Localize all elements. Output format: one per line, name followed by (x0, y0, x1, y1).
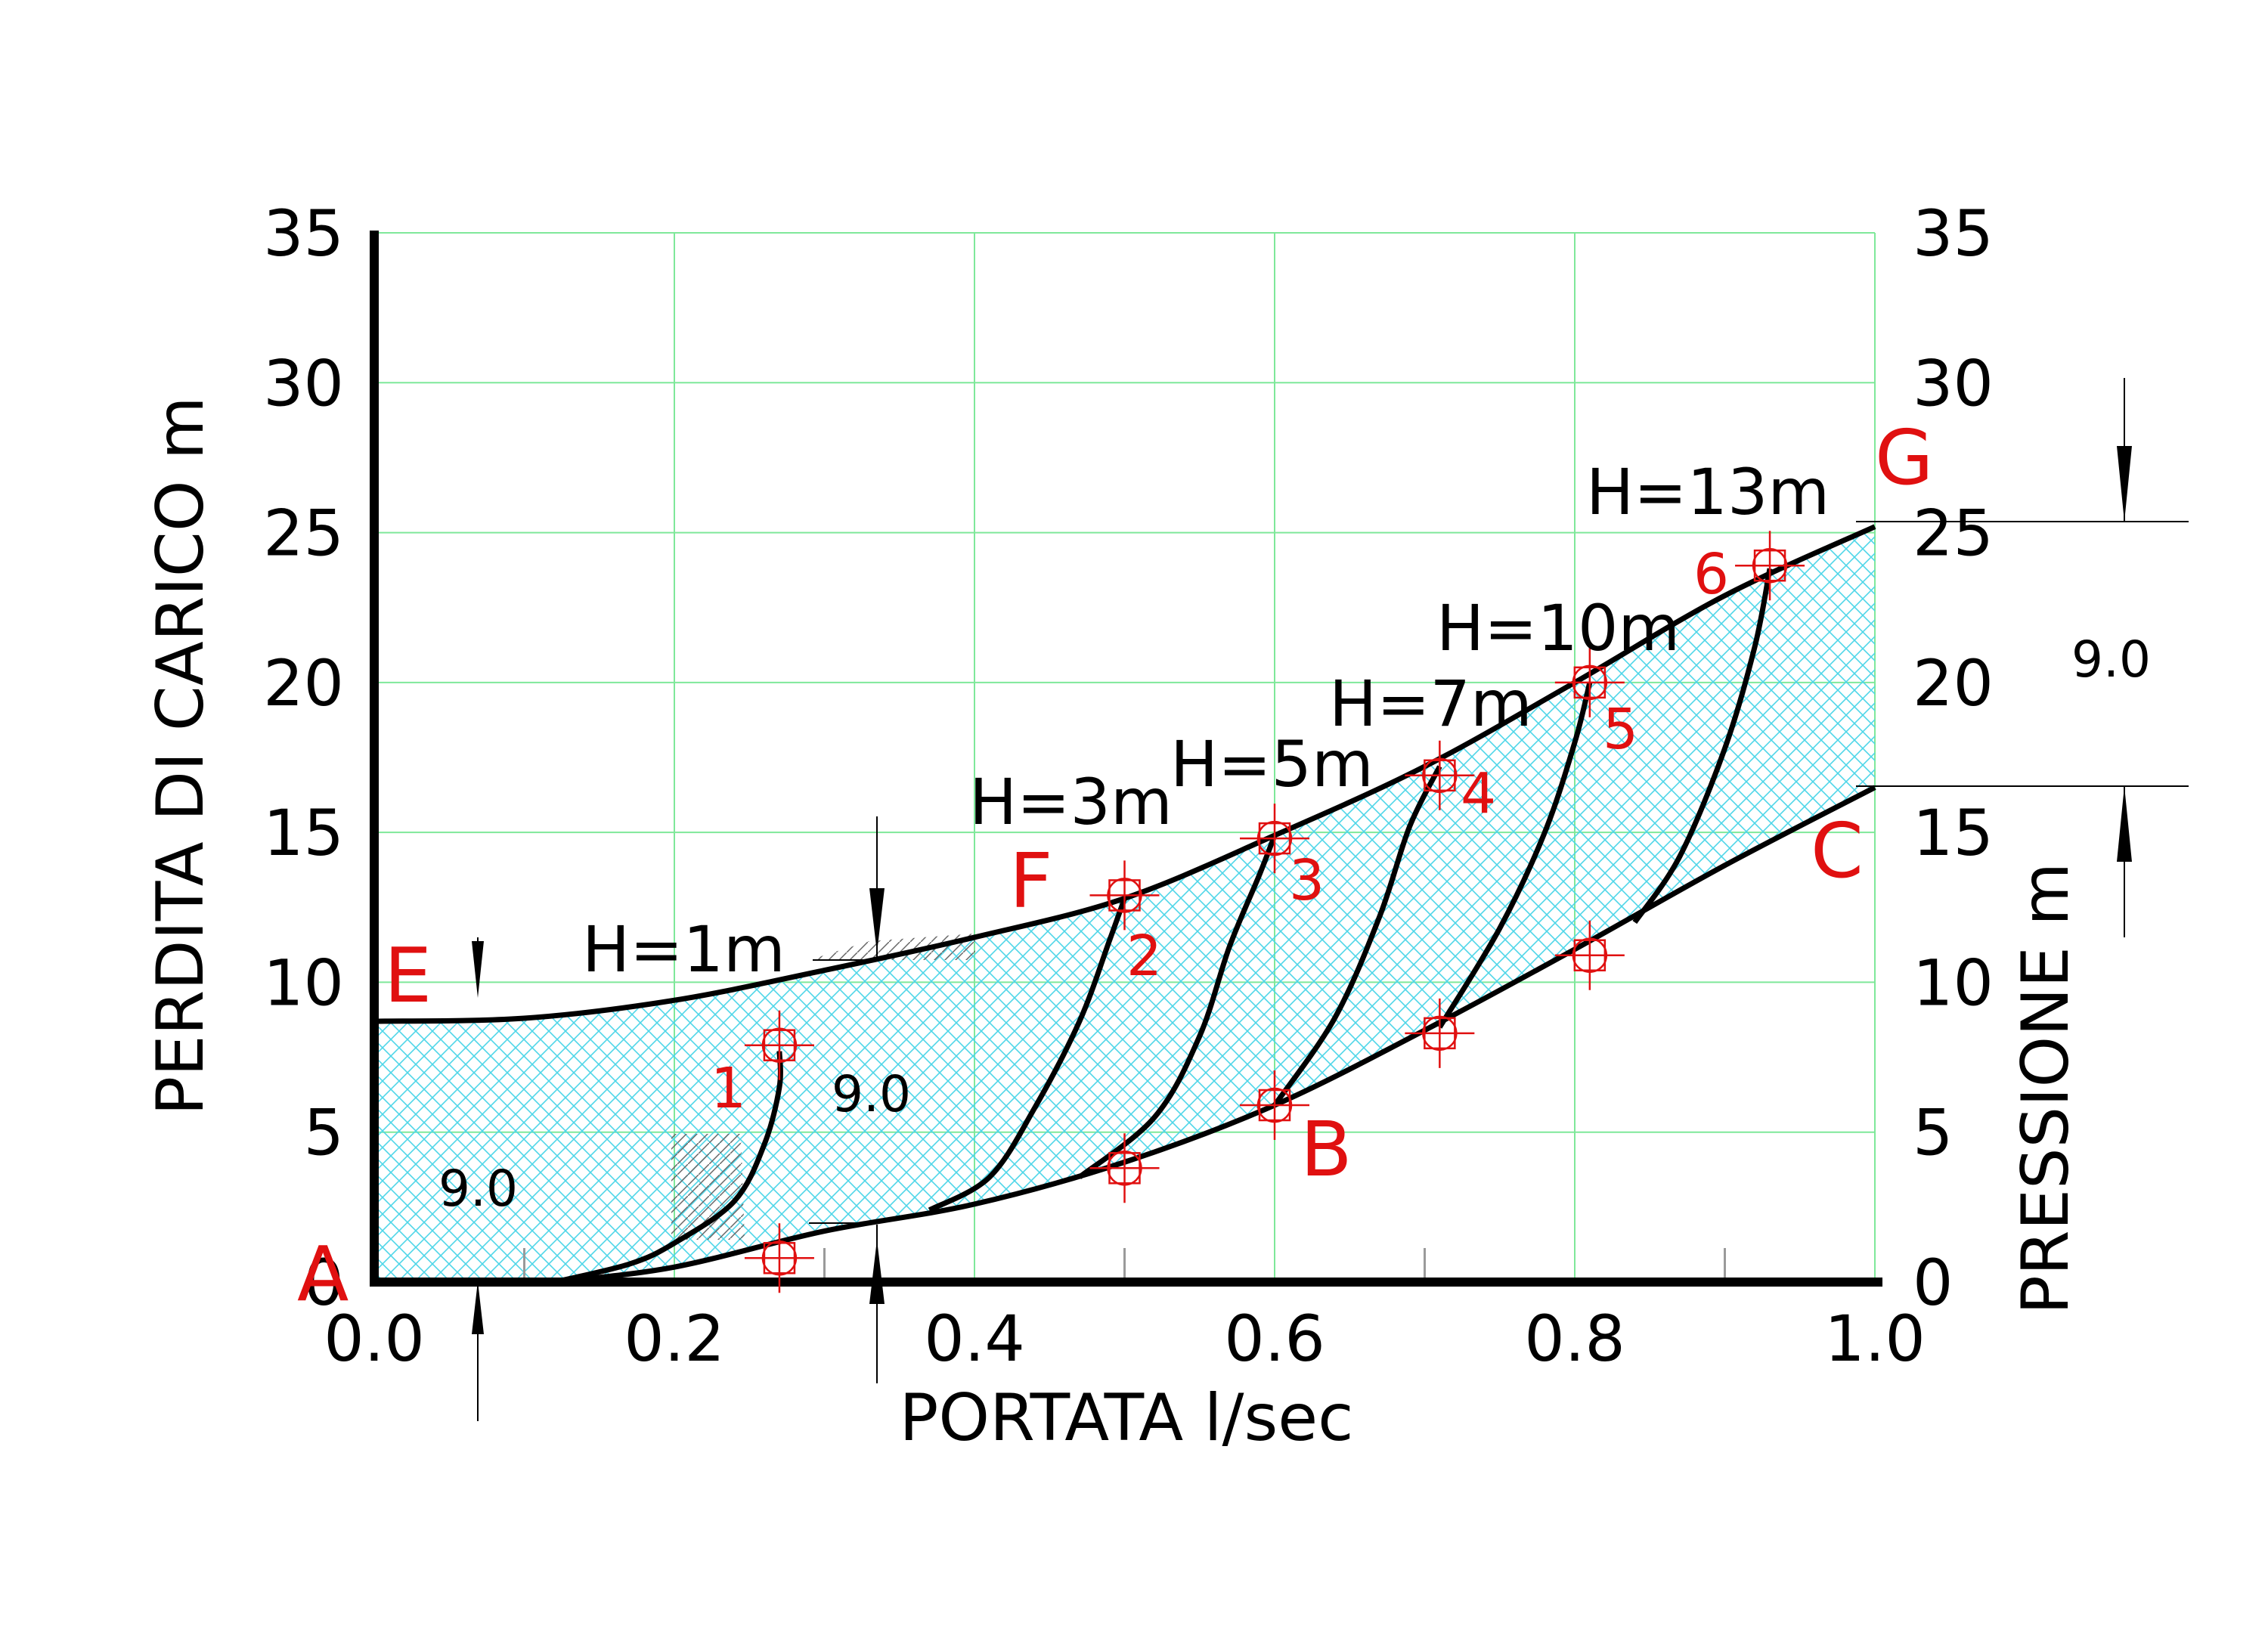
data-marker (1554, 920, 1625, 990)
y-tick-label-right: 5 (1913, 1096, 1953, 1170)
curve-label-h7: H=7m (1329, 667, 1532, 741)
y-tick-label-left: 30 (263, 346, 344, 420)
boundary-curve-abc (553, 785, 1876, 1285)
curve-label-h5: H=5m (1170, 727, 1374, 801)
y-tick-label-right: 20 (1913, 646, 1994, 720)
point-label-5: 5 (1603, 697, 1638, 762)
pressure-curve-h5m (1077, 834, 1278, 1179)
y-tick-label-left: 5 (304, 1096, 344, 1170)
curve-label-h10: H=10m (1436, 591, 1680, 665)
x-tick-label: 0.4 (924, 1302, 1025, 1376)
data-marker (744, 1223, 814, 1293)
dimension-left (472, 937, 484, 1421)
dimension-value-left: 9.0 (438, 1160, 518, 1218)
y-tick-label-right: 30 (1913, 346, 1994, 420)
y-tick-label-left: 0 (304, 1246, 344, 1320)
point-letter-b: B (1300, 1105, 1352, 1194)
dimension-value-right: 9.0 (2071, 630, 2151, 689)
point-label-1: 1 (711, 1056, 746, 1121)
point-label-6: 6 (1693, 542, 1729, 607)
x-tick-label: 0.0 (324, 1302, 425, 1376)
y-tick-label-right: 15 (1913, 796, 1994, 870)
pressure-curve-h10m (1437, 682, 1593, 1029)
point-letter-g: G (1875, 413, 1934, 502)
dimension-right (1856, 378, 2189, 937)
dimension-middle (809, 816, 885, 1383)
hatch-patch-upper (809, 934, 975, 960)
y-axis-title-right: PRESSIONE m (2008, 863, 2084, 1315)
data-marker (744, 1010, 814, 1080)
point-label-4: 4 (1461, 761, 1496, 826)
data-marker (1240, 1070, 1309, 1141)
y-tick-labels-left: 0 5 10 15 20 25 30 35 (263, 197, 344, 1320)
y-tick-label-right: 25 (1913, 497, 1994, 571)
y-tick-label-right: 35 (1913, 197, 1994, 271)
point-label-3: 3 (1289, 848, 1325, 913)
data-marker (1554, 647, 1625, 717)
x-axis-title: PORTATA l/sec (900, 1380, 1354, 1456)
y-tick-label-right: 0 (1913, 1246, 1953, 1320)
pressure-curve-h3m (928, 897, 1127, 1213)
dimension-value-middle: 9.0 (832, 1065, 911, 1123)
data-marker (1240, 804, 1309, 874)
data-marker (1405, 740, 1475, 810)
y-axis-title-left: PERDITA DI CARICO m (143, 396, 218, 1115)
y-tick-label-left: 10 (263, 946, 344, 1020)
x-tick-label: 0.6 (1224, 1302, 1325, 1376)
x-tick-label: 1.0 (1824, 1302, 1926, 1376)
y-tick-label-left: 35 (263, 197, 344, 271)
y-tick-label-left: 20 (263, 646, 344, 720)
data-marker (1405, 998, 1475, 1068)
x-tick-label: 0.2 (624, 1302, 725, 1376)
markers (744, 531, 1805, 1293)
point-letter-c: C (1811, 807, 1864, 895)
minor-ticks (523, 1248, 1726, 1282)
curve-label-h1: H=1m (582, 912, 785, 986)
point-letter-e: E (384, 931, 432, 1020)
pressure-curve-h1m (553, 1051, 783, 1285)
y-tick-label-left: 25 (263, 497, 344, 571)
point-label-2: 2 (1126, 924, 1162, 989)
curve-label-h13: H=13m (1586, 455, 1830, 529)
pressure-curve-h7m (1272, 765, 1442, 1107)
hatch-patch-lower (671, 1134, 745, 1240)
data-marker (1089, 1133, 1160, 1203)
y-tick-label-left: 15 (263, 796, 344, 870)
x-tick-label: 0.8 (1524, 1302, 1625, 1376)
y-tick-labels-right: 0 5 10 15 20 25 30 35 (1913, 197, 1994, 1320)
data-marker (1735, 531, 1805, 601)
x-tick-labels: 0.0 0.2 0.4 0.6 0.8 1.0 (324, 1302, 1926, 1376)
curve-label-h3: H=3m (969, 765, 1173, 839)
data-marker (1089, 860, 1160, 931)
pressure-curve-h13m (1632, 568, 1773, 924)
point-letter-a: A (297, 1230, 349, 1318)
point-letter-f: F (1009, 837, 1053, 925)
y-tick-label-right: 10 (1913, 946, 1994, 1020)
